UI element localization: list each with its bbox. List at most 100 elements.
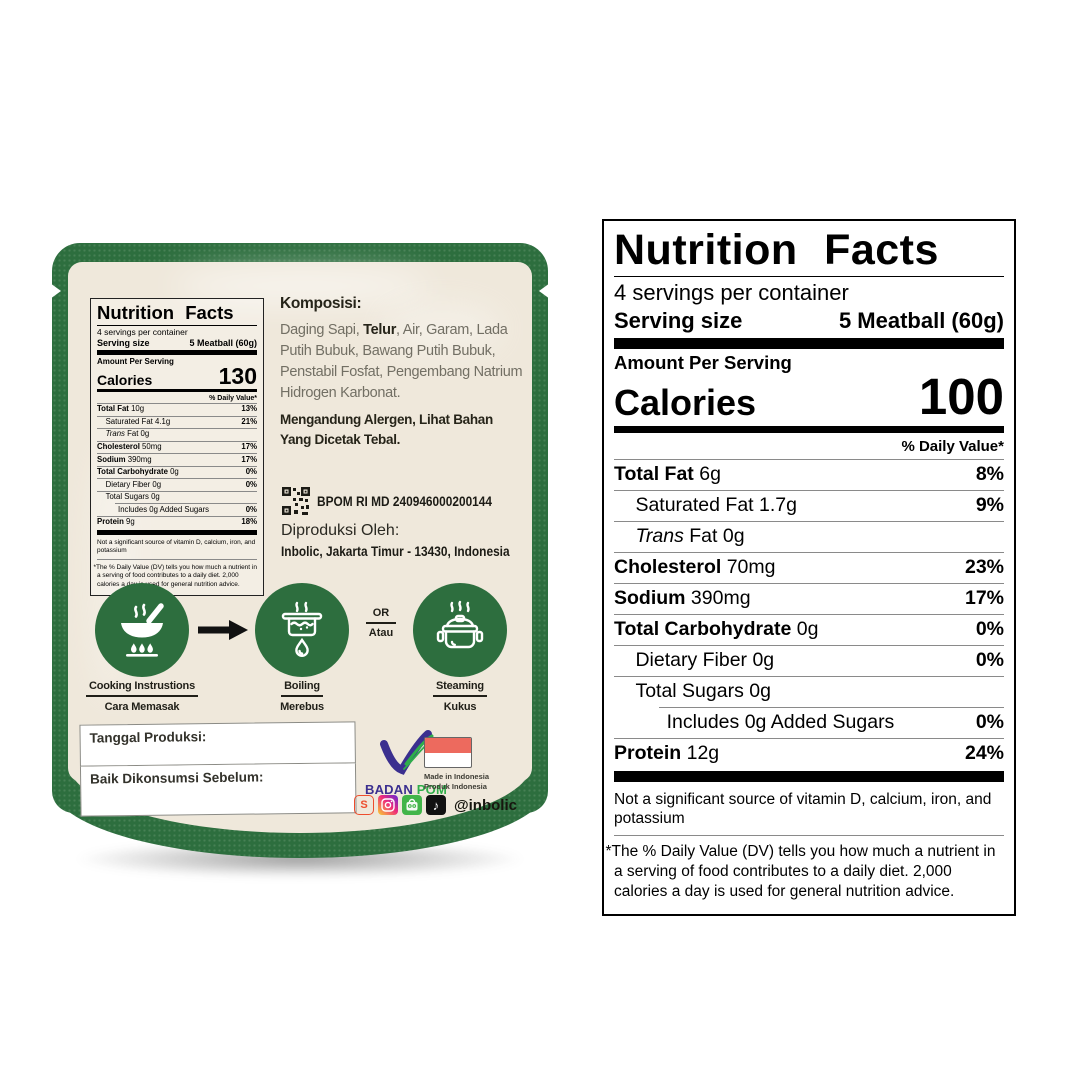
nutrition-row: Trans Fat 0g xyxy=(614,520,1004,552)
step-label-en: Boiling xyxy=(281,680,323,697)
cooking-step-label: Boiling Merebus xyxy=(222,680,382,713)
nutrient-name: Trans Fat 0g xyxy=(105,429,150,439)
nutrient-name: Includes 0g Added Sugars xyxy=(118,504,210,514)
steaming-pot-icon xyxy=(436,600,484,649)
best-before-box: Baik Dikonsumsi Sebelum: xyxy=(79,763,357,817)
shopee-icon: S xyxy=(354,795,374,815)
daily-value-note: *The % Daily Value (DV) tells you how mu… xyxy=(93,563,257,588)
nutrient-rows: Total Fat 10g 13% Saturated Fat 4.1g 21% Tra… xyxy=(97,403,257,528)
cooking-step-label: Cooking Instrustions Cara Memasak xyxy=(62,680,222,713)
nutrient-name: Dietary Fiber 0g xyxy=(105,479,162,489)
daily-value-percent: 0% xyxy=(975,618,1004,641)
amount-per-serving: Amount Per Serving xyxy=(97,356,174,366)
nutrition-row: Sodium 390mg 17% xyxy=(97,453,257,466)
nutrition-row: Protein 9g 18% xyxy=(97,515,257,529)
social-handle: @inbolic xyxy=(454,796,517,814)
serving-size-value: 5 Meatball (60g) xyxy=(189,337,257,348)
serving-size-label: Serving size xyxy=(614,307,743,333)
nutrient-name: Cholesterol 50mg xyxy=(97,441,162,451)
nutrient-name: Protein 9g xyxy=(97,517,135,527)
nutrition-row: Total Carbohydrate 0g 0% xyxy=(97,465,257,479)
daily-value-percent: 8% xyxy=(975,463,1004,486)
nutrient-name: Saturated Fat 4.1g xyxy=(105,416,171,426)
nutrition-row: Total Sugars 0g xyxy=(97,490,257,504)
daily-value-percent: 9% xyxy=(975,494,1004,517)
pouch-nutrition-label: Nutrition Facts 4 servings per container… xyxy=(90,298,264,597)
serving-size-label: Serving size xyxy=(97,337,150,348)
thick-divider xyxy=(614,337,1004,349)
foil-sheen xyxy=(172,269,432,303)
thick-divider xyxy=(97,349,257,355)
daily-value-note: *The % Daily Value (DV) tells you how mu… xyxy=(605,842,996,900)
divider xyxy=(97,558,257,560)
servings-per-container: 4 servings per container xyxy=(614,279,849,305)
step-label-id: Merebus xyxy=(280,701,324,713)
nutrition-row: Trans Fat 0g xyxy=(97,428,257,441)
cooking-step-circle xyxy=(95,583,189,677)
calories-value: 100 xyxy=(918,367,1004,425)
product-pouch-back: Nutrition Facts 4 servings per container… xyxy=(50,243,550,863)
nutrient-name: Dietary Fiber 0g xyxy=(635,649,775,672)
nutrition-row: Saturated Fat 4.1g 21% xyxy=(97,415,257,429)
boiling-pot-icon xyxy=(281,601,323,657)
arrow-right-icon xyxy=(198,620,248,640)
daily-value-header: % Daily Value* xyxy=(901,437,1004,455)
frying-pan-icon xyxy=(121,603,164,657)
daily-value-percent: 0% xyxy=(245,467,257,477)
label-title: Nutrition Facts xyxy=(97,302,234,323)
badan-pom-text: BADAN POM xyxy=(365,782,447,797)
badan-pom-logo: BADAN POM xyxy=(354,730,458,797)
nutrition-row: Includes 0g Added Sugars 0% xyxy=(114,503,257,516)
nutrition-row: Total Fat 6g 8% xyxy=(614,458,1004,490)
serving-size-row: Serving size 5 Meatball (60g) xyxy=(97,338,257,348)
tear-notch-left xyxy=(50,283,61,299)
nutrient-name: Total Carbohydrate 0g xyxy=(614,618,819,641)
calories-row: Calories 100 xyxy=(614,367,1004,425)
nutrient-name: Total Sugars 0g xyxy=(635,680,771,703)
indonesia-flag-icon xyxy=(424,737,472,768)
made-in-indonesia-badge: Made in Indonesia Produk Indonesia xyxy=(424,737,489,792)
nutrition-row: Protein 12g 24% xyxy=(614,737,1004,769)
nutrient-name: Protein 12g xyxy=(614,742,720,765)
thick-divider xyxy=(614,770,1004,782)
minerals-note: Not a significant source of vitamin D, c… xyxy=(614,790,992,828)
daily-value-percent: 24% xyxy=(964,742,1004,765)
nutrition-row: Dietary Fiber 0g 0% xyxy=(97,478,257,491)
production-date-label: Tanggal Produksi: xyxy=(89,729,207,746)
daily-value-header: % Daily Value* xyxy=(209,394,257,402)
daily-value-percent: 23% xyxy=(964,556,1004,579)
minerals-note: Not a significant source of vitamin D, c… xyxy=(97,538,256,554)
nutrition-row: Saturated Fat 1.7g 9% xyxy=(614,489,1004,521)
daily-value-percent: 17% xyxy=(241,454,257,464)
divider xyxy=(97,324,257,326)
servings-per-container: 4 servings per container xyxy=(97,326,188,337)
nutrition-row: Includes 0g Added Sugars 0% xyxy=(658,706,1004,738)
or-separator: OR Atau xyxy=(357,607,405,639)
step-label-id: Cara Memasak xyxy=(104,701,180,713)
daily-value-percent: 0% xyxy=(975,711,1004,734)
qr-code xyxy=(281,486,311,516)
ingredients-text: Daging Sapi, Telur, Air, Garam, Lada Put… xyxy=(280,322,523,402)
ingredients-block: Komposisi: Daging Sapi, Telur, Air, Gara… xyxy=(280,295,524,451)
divider xyxy=(614,275,1004,277)
thick-divider xyxy=(97,529,257,535)
medium-divider xyxy=(614,425,1004,433)
nutrition-row: Total Sugars 0g xyxy=(614,675,1004,707)
nutrient-name: Sodium 390mg xyxy=(97,454,152,464)
calories-row: Calories 130 xyxy=(97,365,257,388)
nutrient-name: Trans Fat 0g xyxy=(635,525,745,548)
production-date-box: Tanggal Produksi: xyxy=(79,721,356,767)
nutrient-name: Sodium 390mg xyxy=(614,587,751,610)
social-media-row: S ♪ @inbolic xyxy=(354,795,517,815)
calories-label: Calories xyxy=(97,371,153,388)
nutrient-name: Cholesterol 70mg xyxy=(614,556,776,579)
ingredients-heading: Komposisi: xyxy=(280,295,362,312)
daily-value-percent: 17% xyxy=(964,587,1004,610)
produced-by-label: Diproduksi Oleh: xyxy=(281,522,400,539)
daily-value-percent: 0% xyxy=(245,504,257,514)
serving-size-row: Serving size 5 Meatball (60g) xyxy=(614,308,1004,334)
bpom-registration-number: BPOM RI MD 240946000200144 xyxy=(317,493,493,509)
cooking-step-label: Steaming Kukus xyxy=(380,680,540,713)
step-label-en: Cooking Instrustions xyxy=(85,680,198,697)
daily-value-percent: 0% xyxy=(975,649,1004,672)
